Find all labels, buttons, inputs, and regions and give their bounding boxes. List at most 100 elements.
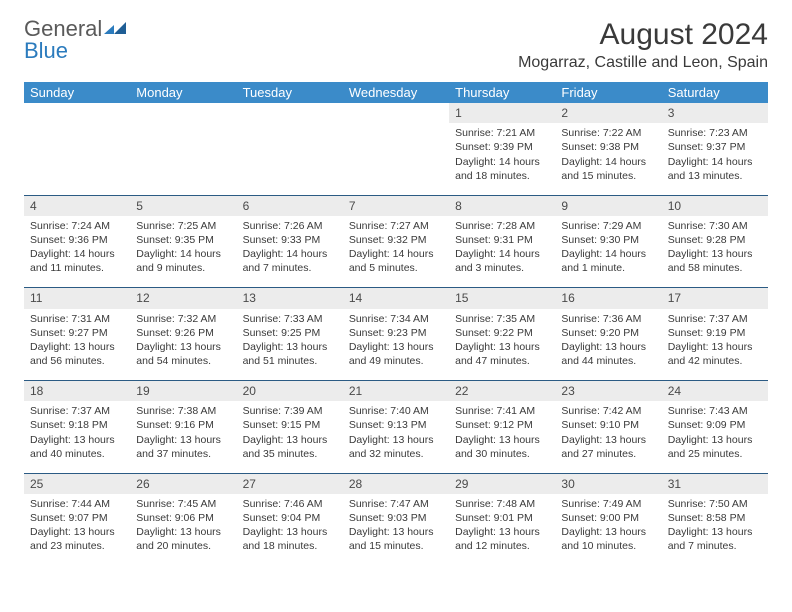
sunset-line: Sunset: 9:12 PM <box>455 418 549 432</box>
sunset-line: Sunset: 9:16 PM <box>136 418 230 432</box>
daylight-line: Daylight: 14 hours and 5 minutes. <box>349 247 443 275</box>
sunset-line: Sunset: 9:04 PM <box>243 511 337 525</box>
daylight-line: Daylight: 14 hours and 11 minutes. <box>30 247 124 275</box>
day-details: Sunrise: 7:30 AMSunset: 9:28 PMDaylight:… <box>662 216 768 288</box>
sunrise-line: Sunrise: 7:46 AM <box>243 497 337 511</box>
sunrise-line: Sunrise: 7:36 AM <box>561 312 655 326</box>
daylight-line: Daylight: 14 hours and 15 minutes. <box>561 155 655 183</box>
daylight-line: Daylight: 13 hours and 12 minutes. <box>455 525 549 553</box>
sunset-line: Sunset: 9:01 PM <box>455 511 549 525</box>
weekday-header: Thursday <box>449 82 555 103</box>
sunrise-line: Sunrise: 7:49 AM <box>561 497 655 511</box>
day-details: Sunrise: 7:34 AMSunset: 9:23 PMDaylight:… <box>343 309 449 381</box>
day-number: 19 <box>130 381 236 402</box>
day-number: 15 <box>449 288 555 309</box>
sunset-line: Sunset: 9:18 PM <box>30 418 124 432</box>
day-number <box>237 103 343 123</box>
day-number: 21 <box>343 381 449 402</box>
sunrise-line: Sunrise: 7:30 AM <box>668 219 762 233</box>
day-details <box>130 123 236 195</box>
day-number: 3 <box>662 103 768 123</box>
day-number-row: 123 <box>24 103 768 123</box>
sunrise-line: Sunrise: 7:28 AM <box>455 219 549 233</box>
weekday-header: Wednesday <box>343 82 449 103</box>
daylight-line: Daylight: 13 hours and 30 minutes. <box>455 433 549 461</box>
header: GeneralBlue August 2024 Mogarraz, Castil… <box>24 18 768 72</box>
location: Mogarraz, Castille and Leon, Spain <box>518 54 768 72</box>
sunset-line: Sunset: 9:19 PM <box>668 326 762 340</box>
sunrise-line: Sunrise: 7:42 AM <box>561 404 655 418</box>
sunrise-line: Sunrise: 7:22 AM <box>561 126 655 140</box>
daylight-line: Daylight: 13 hours and 7 minutes. <box>668 525 762 553</box>
day-details: Sunrise: 7:37 AMSunset: 9:19 PMDaylight:… <box>662 309 768 381</box>
day-details-row: Sunrise: 7:37 AMSunset: 9:18 PMDaylight:… <box>24 401 768 473</box>
day-number: 6 <box>237 195 343 216</box>
sunrise-line: Sunrise: 7:26 AM <box>243 219 337 233</box>
day-details: Sunrise: 7:21 AMSunset: 9:39 PMDaylight:… <box>449 123 555 195</box>
daylight-line: Daylight: 14 hours and 1 minute. <box>561 247 655 275</box>
day-number: 2 <box>555 103 661 123</box>
day-details: Sunrise: 7:33 AMSunset: 9:25 PMDaylight:… <box>237 309 343 381</box>
daylight-line: Daylight: 13 hours and 40 minutes. <box>30 433 124 461</box>
sunrise-line: Sunrise: 7:38 AM <box>136 404 230 418</box>
sunrise-line: Sunrise: 7:34 AM <box>349 312 443 326</box>
day-number: 22 <box>449 381 555 402</box>
day-number: 13 <box>237 288 343 309</box>
sunrise-line: Sunrise: 7:23 AM <box>668 126 762 140</box>
sunset-line: Sunset: 9:03 PM <box>349 511 443 525</box>
day-number: 7 <box>343 195 449 216</box>
daylight-line: Daylight: 13 hours and 37 minutes. <box>136 433 230 461</box>
sunrise-line: Sunrise: 7:29 AM <box>561 219 655 233</box>
day-details <box>24 123 130 195</box>
sunrise-line: Sunrise: 7:37 AM <box>30 404 124 418</box>
day-number: 30 <box>555 473 661 494</box>
sunset-line: Sunset: 9:38 PM <box>561 140 655 154</box>
title-block: August 2024 Mogarraz, Castille and Leon,… <box>518 18 768 72</box>
day-details: Sunrise: 7:26 AMSunset: 9:33 PMDaylight:… <box>237 216 343 288</box>
day-details: Sunrise: 7:27 AMSunset: 9:32 PMDaylight:… <box>343 216 449 288</box>
sunset-line: Sunset: 9:31 PM <box>455 233 549 247</box>
sunrise-line: Sunrise: 7:35 AM <box>455 312 549 326</box>
sunrise-line: Sunrise: 7:31 AM <box>30 312 124 326</box>
day-number: 18 <box>24 381 130 402</box>
weekday-header: Tuesday <box>237 82 343 103</box>
sunrise-line: Sunrise: 7:33 AM <box>243 312 337 326</box>
day-number: 23 <box>555 381 661 402</box>
daylight-line: Daylight: 13 hours and 51 minutes. <box>243 340 337 368</box>
day-details-row: Sunrise: 7:31 AMSunset: 9:27 PM Daylight:… <box>24 309 768 381</box>
sunrise-line: Sunrise: 7:48 AM <box>455 497 549 511</box>
day-number: 14 <box>343 288 449 309</box>
calendar-table: SundayMondayTuesdayWednesdayThursdayFrid… <box>24 82 768 566</box>
daylight-line: Daylight: 13 hours and 18 minutes. <box>243 525 337 553</box>
sunset-line: Sunset: 9:36 PM <box>30 233 124 247</box>
sunset-line: Sunset: 9:39 PM <box>455 140 549 154</box>
day-details: Sunrise: 7:24 AMSunset: 9:36 PMDaylight:… <box>24 216 130 288</box>
sunset-line: Sunset: 8:58 PM <box>668 511 762 525</box>
sunrise-line: Sunrise: 7:21 AM <box>455 126 549 140</box>
day-number-row: 45678910 <box>24 195 768 216</box>
day-details <box>237 123 343 195</box>
day-number-row: 11121314151617 <box>24 288 768 309</box>
day-number: 28 <box>343 473 449 494</box>
day-number: 9 <box>555 195 661 216</box>
day-details: Sunrise: 7:42 AMSunset: 9:10 PMDaylight:… <box>555 401 661 473</box>
sunset-line: Sunset: 9:07 PM <box>30 511 124 525</box>
daylight-line: Daylight: 14 hours and 9 minutes. <box>136 247 230 275</box>
day-details: Sunrise: 7:45 AMSunset: 9:06 PMDaylight:… <box>130 494 236 566</box>
day-number: 16 <box>555 288 661 309</box>
day-details: Sunrise: 7:48 AMSunset: 9:01 PMDaylight:… <box>449 494 555 566</box>
weekday-header: Monday <box>130 82 236 103</box>
sunrise-line: Sunrise: 7:41 AM <box>455 404 549 418</box>
sunrise-line: Sunrise: 7:47 AM <box>349 497 443 511</box>
sunset-line: Sunset: 9:27 PM <box>30 326 124 340</box>
weekday-header: Saturday <box>662 82 768 103</box>
day-details: Sunrise: 7:32 AMSunset: 9:26 PMDaylight:… <box>130 309 236 381</box>
sunset-line: Sunset: 9:26 PM <box>136 326 230 340</box>
day-details: Sunrise: 7:28 AMSunset: 9:31 PMDaylight:… <box>449 216 555 288</box>
day-details-row: Sunrise: 7:24 AMSunset: 9:36 PMDaylight:… <box>24 216 768 288</box>
daylight-line: Daylight: 13 hours and 35 minutes. <box>243 433 337 461</box>
logo: GeneralBlue <box>24 18 128 62</box>
day-details: Sunrise: 7:44 AMSunset: 9:07 PMDaylight:… <box>24 494 130 566</box>
day-number: 8 <box>449 195 555 216</box>
day-number <box>24 103 130 123</box>
